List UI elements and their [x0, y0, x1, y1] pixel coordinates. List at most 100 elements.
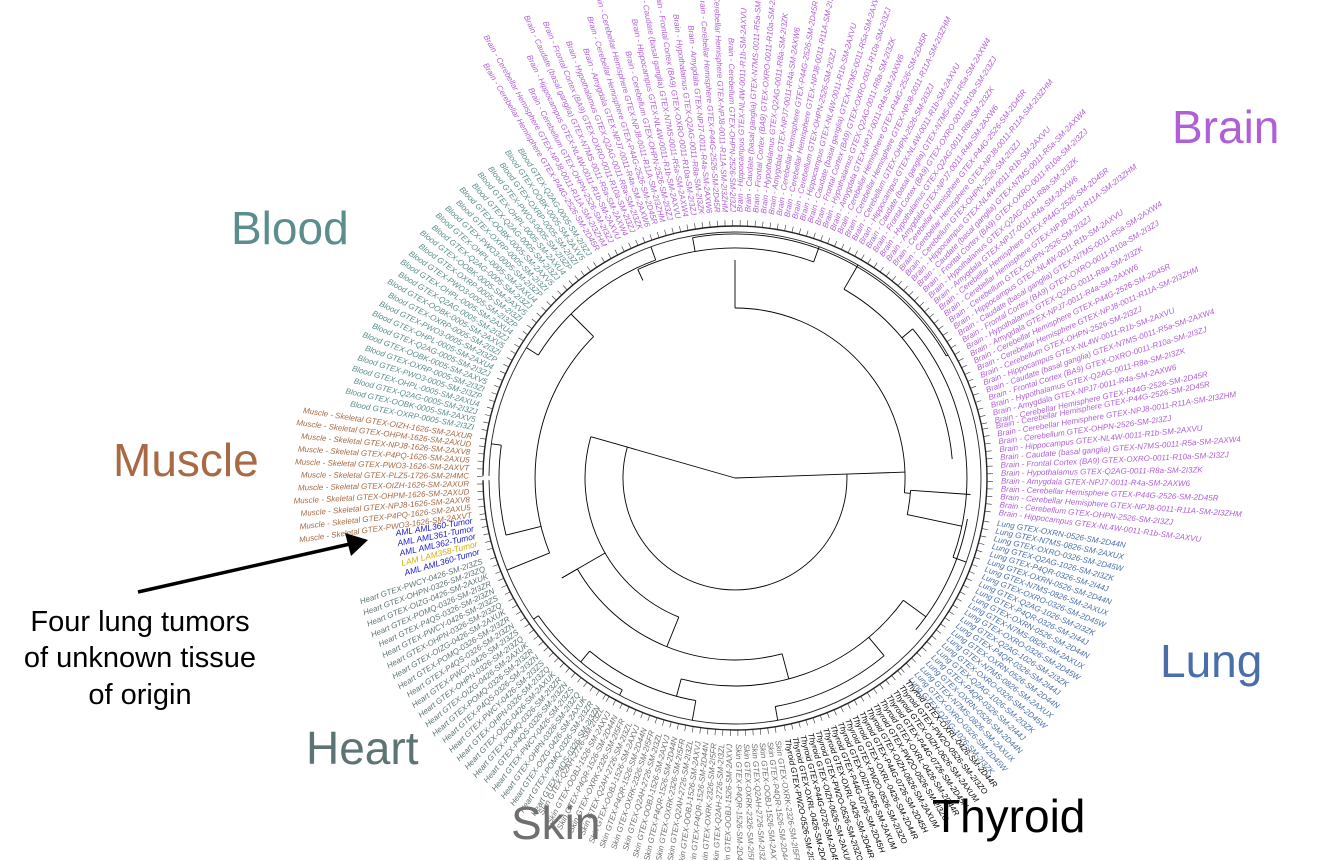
leaf-tick	[568, 280, 574, 286]
tree-branch	[946, 354, 949, 357]
leaf-tick	[873, 688, 878, 694]
leaf-tick	[656, 231, 660, 238]
leaf-tick	[483, 533, 490, 536]
tree-arc	[906, 490, 912, 515]
leaf-tick	[860, 696, 865, 702]
tree-arc	[692, 233, 947, 357]
leaf-tick	[986, 458, 993, 460]
leaf-tick	[709, 221, 711, 228]
leaf-tick	[574, 275, 579, 281]
leaf-tick	[527, 324, 533, 329]
leaf-tick	[490, 557, 496, 560]
leaf-tick	[481, 429, 488, 431]
leaf-tick	[916, 652, 922, 657]
tree-arc	[637, 247, 814, 270]
tree-branch	[901, 328, 913, 339]
leaf-tick	[520, 617, 526, 622]
leaf-tick	[975, 400, 982, 403]
tree-branch	[526, 347, 539, 356]
leaf-tick	[503, 364, 509, 368]
leaf-tick	[827, 237, 831, 244]
leaf-tick	[662, 719, 665, 726]
leaf-tick	[841, 243, 845, 250]
leaf-tick	[480, 438, 487, 440]
leaf-tick	[528, 629, 535, 634]
leaf-tick	[978, 542, 985, 545]
leaf-tick	[974, 557, 980, 560]
leaf-tick	[900, 667, 905, 673]
leaf-tick	[479, 513, 486, 515]
leaf-tick	[593, 262, 598, 268]
leaf-tick	[897, 670, 902, 676]
leaf-tick	[640, 712, 644, 719]
leaf-tick	[533, 635, 539, 640]
leaf-tick	[605, 696, 610, 702]
tree-branch	[910, 489, 971, 495]
leaf-tick	[885, 271, 890, 277]
leaf-tick	[984, 442, 991, 445]
leaf-tick	[518, 337, 524, 342]
leaf-tick	[860, 254, 865, 261]
tree-branch	[781, 653, 790, 680]
leaf-tick	[798, 228, 801, 235]
leaf-tick	[980, 535, 987, 538]
leaf-tick	[783, 725, 786, 732]
tree-branch	[843, 264, 859, 290]
leaf-tick	[546, 301, 552, 306]
leaf-tick	[911, 657, 916, 663]
leaf-tick	[483, 421, 490, 424]
leaf-tick	[628, 242, 632, 249]
leaf-tick	[531, 318, 537, 323]
leaf-ring	[482, 225, 988, 731]
leaf-tick	[707, 728, 709, 735]
leaf-tick	[854, 699, 858, 706]
tree-branch	[676, 678, 682, 697]
leaf-tick	[486, 406, 493, 410]
leaf-tick	[491, 392, 498, 395]
tissue-label-brain: Brain	[1172, 101, 1280, 153]
annotation-line-2: of unknown tissue	[23, 642, 257, 675]
leaf-tick	[919, 301, 925, 307]
leaf-tick	[649, 234, 653, 241]
leaf-tick	[759, 728, 762, 735]
tree-branch	[691, 700, 697, 721]
tree-branch	[868, 637, 885, 656]
leaf-tick	[812, 717, 816, 724]
tree-branch	[619, 689, 623, 696]
tree-branch	[952, 556, 967, 563]
leaf-tick	[664, 229, 667, 236]
leaf-tick	[481, 526, 488, 528]
leaf-tick	[985, 450, 992, 452]
leaf-tick	[501, 584, 508, 588]
leaf-tick	[480, 518, 487, 521]
leaf-tick	[538, 641, 544, 646]
leaf-tick	[478, 445, 486, 447]
tissue-label-skin: Skin	[511, 797, 601, 849]
leaf-tick	[908, 291, 914, 296]
leaf-tick	[536, 312, 542, 318]
leaf-tick	[819, 715, 823, 721]
leaf-label-muscle: Muscle - Skeletal GTEX-OIZH-1626-SM-2AXU…	[298, 479, 470, 492]
tree-branch	[505, 525, 542, 536]
tree-arc	[843, 288, 953, 460]
leaf-tick	[499, 370, 506, 374]
tree-branch	[506, 552, 550, 571]
leaf-tick	[694, 223, 696, 230]
leaf-tick	[820, 235, 823, 242]
leaf-label-brain: Brain - Hippocampus GTEX-NL4W-0011-R1b-S…	[735, 8, 748, 213]
leaf-tick	[586, 266, 591, 272]
leaf-tick	[524, 623, 530, 628]
leaf-tick	[977, 407, 984, 410]
leaf-tick	[676, 723, 679, 730]
leaf-tick	[986, 495, 993, 497]
leaf-tick	[946, 338, 953, 342]
leaf-tick	[805, 719, 808, 726]
tissue-label-muscle: Muscle	[113, 434, 259, 486]
leaf-tick	[769, 222, 771, 229]
leaf-tick	[891, 675, 896, 681]
leaf-tick	[654, 717, 658, 724]
leaf-ring-inner	[488, 231, 982, 725]
leaf-tick	[595, 690, 600, 696]
leaf-tick	[541, 306, 547, 312]
